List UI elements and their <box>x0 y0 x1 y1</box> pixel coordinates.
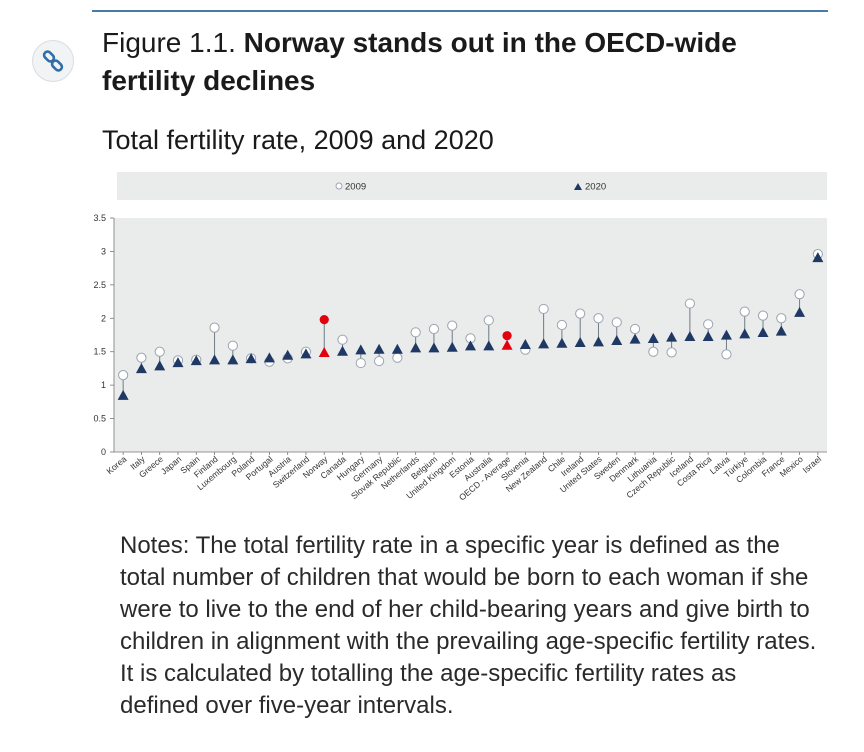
point-2020 <box>519 339 531 350</box>
point-2020 <box>263 352 275 363</box>
legend-marker-2009 <box>335 182 343 190</box>
point-2020 <box>556 337 568 348</box>
point-2009 <box>703 319 714 330</box>
point-2020 <box>538 338 550 349</box>
point-2009 <box>721 349 732 360</box>
point-2020 <box>666 331 678 342</box>
point-2009 <box>227 340 238 351</box>
y-tick-label: 1.5 <box>93 347 106 357</box>
point-2009 <box>556 319 568 331</box>
y-tick-label: 3.5 <box>93 213 106 223</box>
point-2009 <box>337 334 348 345</box>
point-2009 <box>648 346 659 357</box>
point-2009 <box>611 317 622 328</box>
point-2020 <box>775 325 787 336</box>
point-2020 <box>647 333 659 344</box>
y-tick-label: 2.5 <box>93 280 106 290</box>
point-2020 <box>702 331 714 342</box>
point-2020 <box>318 347 330 358</box>
point-2020 <box>812 252 824 263</box>
point-2009 <box>776 313 787 324</box>
point-2020 <box>190 355 202 366</box>
point-2009 <box>319 315 329 325</box>
point-2020 <box>117 389 129 400</box>
point-2020 <box>172 357 184 368</box>
point-2020 <box>227 354 239 365</box>
point-2020 <box>611 335 623 346</box>
point-2009 <box>428 323 440 335</box>
y-tick-label: 0.5 <box>93 414 106 424</box>
point-2020 <box>739 328 751 339</box>
x-tick-label: Israel <box>801 454 824 475</box>
point-2020 <box>501 339 513 350</box>
legend-marker-2020 <box>574 183 582 190</box>
point-2020 <box>373 343 385 354</box>
point-2009 <box>629 323 641 335</box>
point-2009 <box>136 352 147 363</box>
point-2020 <box>592 336 604 347</box>
top-rule <box>92 10 828 12</box>
point-2020 <box>355 344 367 355</box>
y-tick-label: 2 <box>101 313 106 323</box>
point-2020 <box>282 349 294 360</box>
point-2009 <box>739 306 750 317</box>
point-2020 <box>428 342 440 353</box>
point-2020 <box>757 326 769 337</box>
point-2020 <box>135 363 147 374</box>
point-2009 <box>373 355 385 367</box>
point-2020 <box>629 333 641 344</box>
point-2020 <box>337 345 349 356</box>
point-2009 <box>209 322 220 333</box>
point-2020 <box>720 329 732 340</box>
figure-label: Figure 1.1. <box>102 27 236 58</box>
link-icon <box>42 50 64 72</box>
x-tick-label: Korea <box>104 454 128 477</box>
point-2020 <box>794 306 806 317</box>
point-2009 <box>355 357 366 369</box>
figure-headline: Norway stands out in the OECD-wide ferti… <box>102 27 737 96</box>
point-2009 <box>794 289 805 300</box>
x-tick-label: Japan <box>159 454 184 477</box>
point-2020 <box>684 331 696 342</box>
point-2009 <box>392 352 403 363</box>
point-2009 <box>154 346 165 357</box>
point-2020 <box>154 360 166 371</box>
point-2009 <box>593 313 604 324</box>
point-2009 <box>410 327 421 338</box>
point-2020 <box>483 340 495 351</box>
point-2020 <box>209 354 221 365</box>
point-2009 <box>666 347 677 358</box>
point-2020 <box>465 340 476 351</box>
legend-label-2009: 2009 <box>345 182 366 193</box>
figure-title: Figure 1.1. Norway stands out in the OEC… <box>102 24 822 100</box>
y-tick-label: 3 <box>101 246 106 256</box>
point-2009 <box>502 331 512 341</box>
link-button[interactable] <box>32 40 74 82</box>
point-2009 <box>118 370 129 381</box>
point-2020 <box>574 337 586 348</box>
point-2009 <box>575 308 586 319</box>
point-2009 <box>757 310 769 321</box>
legend-label-2020: 2020 <box>585 182 606 193</box>
point-2009 <box>447 320 458 331</box>
y-tick-label: 1 <box>101 380 106 390</box>
legend-band <box>117 172 827 200</box>
chart-subtitle: Total fertility rate, 2009 and 2020 <box>102 125 494 155</box>
point-2020 <box>300 348 312 359</box>
point-2009 <box>684 298 695 309</box>
point-2009 <box>538 303 549 315</box>
y-tick-label: 0 <box>101 447 106 457</box>
chart-notes: Notes: The total fertility rate in a spe… <box>120 532 817 719</box>
point-2020 <box>391 343 403 354</box>
point-2020 <box>410 342 422 353</box>
point-2020 <box>245 353 257 364</box>
point-2009 <box>483 315 494 326</box>
point-2020 <box>446 341 458 352</box>
